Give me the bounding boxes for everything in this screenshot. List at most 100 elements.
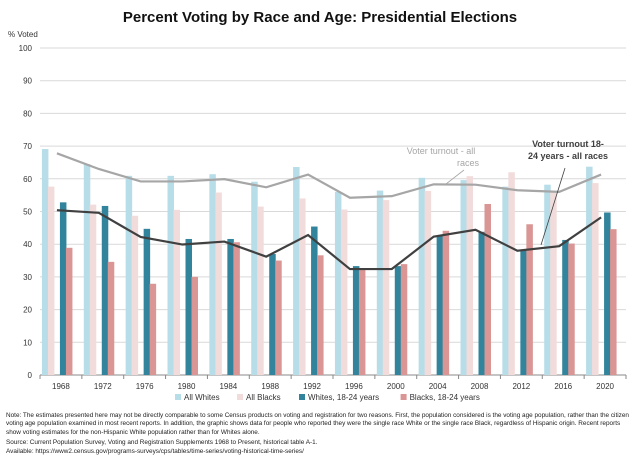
bar-whites-18-24-years: [562, 239, 569, 375]
bar-all-blacks: [424, 190, 432, 375]
bar-all-whites: [125, 175, 133, 375]
legend-label: Whites, 18-24 years: [308, 393, 379, 402]
bar-blacks-18-24-years: [149, 283, 157, 375]
x-tick-label: 2000: [387, 382, 405, 391]
bar-all-blacks: [550, 192, 557, 375]
bar-whites-18-24-years: [101, 205, 109, 375]
source-text: Source: Current Population Survey, Votin…: [6, 439, 318, 447]
y-tick-label: 20: [23, 306, 32, 315]
bar-whites-18-24-years: [227, 238, 234, 375]
x-tick-label: 1992: [303, 382, 321, 391]
legend-swatch: [175, 394, 181, 400]
bar-whites-18-24-years: [59, 202, 67, 375]
bar-whites-18-24-years: [269, 254, 276, 375]
bar-all-blacks: [340, 209, 348, 375]
y-tick-label: 60: [23, 175, 32, 184]
y-tick-label: 30: [23, 273, 32, 282]
line-series-5: [56, 209, 602, 271]
bar-all-whites: [460, 180, 467, 375]
bar-blacks-18-24-years: [107, 261, 115, 375]
bar-blacks-18-24-years: [358, 270, 366, 375]
bar-all-blacks: [508, 172, 515, 375]
y-tick-label: 80: [23, 109, 32, 118]
bar-whites-18-24-years: [311, 226, 318, 375]
bar-all-whites: [586, 166, 593, 375]
bar-blacks-18-24-years: [484, 203, 491, 375]
y-tick-label: 50: [23, 208, 32, 217]
y-tick-label: 70: [23, 142, 32, 151]
x-tick-label: 2016: [554, 382, 572, 391]
legend-label: All Blacks: [246, 393, 281, 402]
bar-all-whites: [83, 164, 91, 375]
y-tick-label: 0: [28, 371, 33, 380]
x-tick-label: 1972: [94, 382, 112, 391]
bar-all-blacks: [47, 186, 55, 375]
y-tick-label: 10: [23, 338, 32, 347]
legend-swatch: [400, 394, 407, 400]
bar-whites-18-24-years: [352, 266, 360, 375]
bar-all-blacks: [173, 209, 180, 375]
annotation-pointer: [445, 169, 465, 185]
bar-all-blacks: [257, 206, 264, 375]
chart-title: Percent Voting by Race and Age: Presiden…: [122, 9, 518, 26]
available-link[interactable]: Available: https://www2.census.gov/progr…: [6, 447, 304, 455]
bar-whites-18-24-years: [185, 238, 192, 375]
x-tick-label: 2012: [512, 382, 530, 391]
bar-all-whites: [41, 149, 49, 375]
annotation-pointer: [540, 167, 566, 246]
bar-blacks-18-24-years: [191, 276, 198, 375]
x-tick-label: 2020: [596, 382, 614, 391]
x-tick-label: 1976: [136, 382, 154, 391]
x-tick-label: 1984: [219, 382, 237, 391]
bar-all-whites: [376, 190, 384, 375]
bar-all-whites: [418, 177, 426, 375]
bar-all-whites: [293, 167, 300, 375]
bar-whites-18-24-years: [436, 236, 444, 375]
bar-all-blacks: [131, 215, 139, 375]
bar-blacks-18-24-years: [568, 243, 575, 375]
bar-all-blacks: [466, 176, 473, 375]
legend-swatch: [237, 394, 243, 400]
bar-blacks-18-24-years: [65, 247, 73, 375]
bar-whites-18-24-years: [520, 250, 527, 375]
y-tick-label: 100: [19, 44, 33, 53]
bar-all-whites: [209, 174, 216, 375]
y-tick-label: 90: [23, 77, 32, 86]
bar-all-blacks: [299, 198, 306, 375]
bar-blacks-18-24-years: [233, 242, 240, 375]
annotation-total-turnout: Voter turnout - all races: [407, 146, 480, 168]
bar-all-whites: [544, 184, 551, 375]
bar-blacks-18-24-years: [275, 260, 282, 375]
bar-blacks-18-24-years: [526, 224, 533, 375]
bar-all-whites: [334, 191, 342, 375]
bar-whites-18-24-years: [478, 231, 485, 375]
bar-all-whites: [502, 186, 509, 375]
note-text: Note: The estimates presented here may n…: [6, 412, 629, 436]
bar-all-whites: [167, 175, 174, 375]
footnotes: Note: The estimates presented here may n…: [6, 412, 636, 456]
x-tick-label: 2008: [471, 382, 489, 391]
legend-label: All Whites: [184, 393, 220, 402]
bar-blacks-18-24-years: [400, 264, 408, 375]
bar-blacks-18-24-years: [317, 255, 324, 375]
y-axis-label: % Voted: [8, 30, 38, 39]
legend-swatch: [299, 394, 305, 400]
bar-all-blacks: [592, 183, 599, 375]
y-tick-label: 40: [23, 240, 32, 249]
bar-blacks-18-24-years: [442, 230, 450, 375]
x-tick-label: 1988: [261, 382, 279, 391]
x-tick-label: 1980: [178, 382, 196, 391]
bar-whites-18-24-years: [604, 212, 611, 375]
bar-all-whites: [251, 181, 258, 375]
annotation-youth-turnout: Voter turnout 18-24 years - all races: [528, 139, 608, 161]
chart-plot: 0 10 20 30 40 50 60 70 80 90 100 1968 1972 1976 1980 19…: [19, 44, 627, 402]
legend-label: Blacks, 18-24 years: [410, 393, 480, 402]
line-series-4: [56, 152, 602, 199]
bar-all-blacks: [215, 192, 222, 375]
x-tick-label: 1968: [52, 382, 70, 391]
x-tick-label: 1996: [345, 382, 363, 391]
bar-all-blacks: [382, 200, 390, 375]
bar-all-blacks: [89, 204, 97, 375]
bar-whites-18-24-years: [394, 266, 402, 375]
